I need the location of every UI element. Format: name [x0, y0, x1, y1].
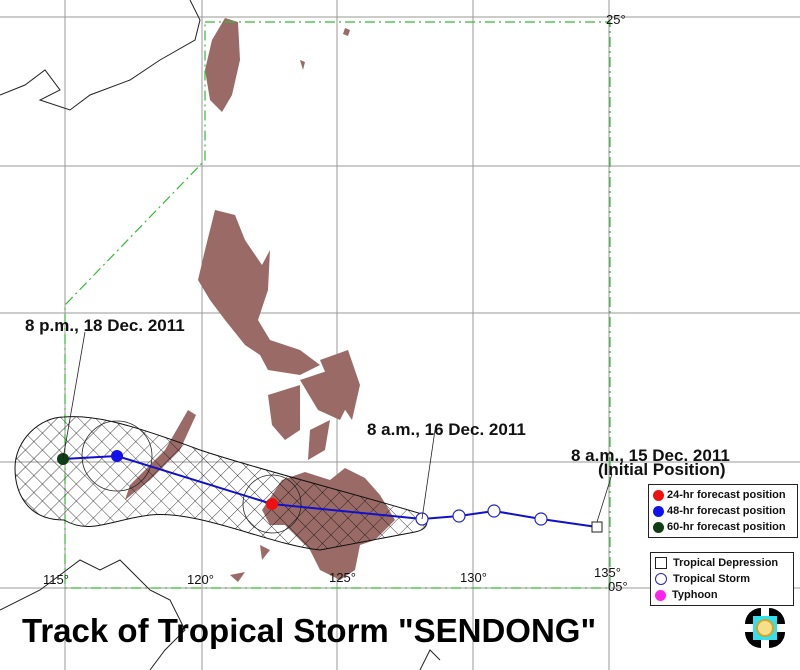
forecast-cone [14, 416, 428, 551]
dec16-label: 8 a.m., 16 Dec. 2011 [367, 420, 526, 439]
legend-48hr: 48-hr forecast position [653, 503, 793, 519]
initial-position-label: 8 a.m., 15 Dec. 2011 [571, 446, 730, 465]
legend-td: Tropical Depression [655, 555, 789, 571]
lon-label-120: 120° [187, 572, 214, 587]
map-title: Track of Tropical Storm "SENDONG" [22, 612, 597, 649]
red-dot-icon [653, 489, 664, 501]
lat-label-05: 05° [608, 579, 628, 594]
legend-ts: Tropical Storm [655, 571, 789, 587]
legend-label: Tropical Depression [673, 557, 779, 569]
square-icon [655, 557, 667, 569]
lon-label-125: 125° [329, 570, 356, 585]
lon-label-115: 115° [43, 572, 69, 587]
track-points [415, 504, 548, 526]
legend-ty: Typhoon [655, 587, 789, 603]
legend-60hr: 60-hr forecast position [653, 519, 793, 535]
legend-label: Tropical Storm [673, 573, 751, 585]
legend-24hr: 24-hr forecast position [653, 487, 793, 503]
initial-position-note: (Initial Position) [598, 460, 726, 479]
magenta-dot-icon [655, 589, 666, 601]
forecast-legend: 24-hr forecast position 48-hr forecast p… [648, 484, 798, 538]
dec18-label: 8 p.m., 18 Dec. 2011 [25, 316, 185, 335]
blue-dot-icon [653, 505, 664, 517]
leader-lines [62, 331, 613, 523]
legend-label: 24-hr forecast position [667, 489, 786, 501]
green-dot-icon [653, 521, 664, 533]
forecast-48hr-marker [111, 450, 123, 462]
coastlines [0, 0, 441, 670]
storm-track-line [62, 454, 598, 528]
lat-label-25: 25° [606, 12, 626, 27]
open-circle-icon [655, 573, 667, 585]
pagasa-logo [745, 608, 785, 648]
legend-label: 60-hr forecast position [667, 521, 786, 533]
forecast-24hr-marker [266, 498, 278, 510]
initial-position-marker [591, 521, 603, 533]
lon-label-135: 135° [594, 565, 621, 580]
legend-label: 48-hr forecast position [667, 505, 786, 517]
par-boundary [64, 21, 611, 589]
category-legend: Tropical Depression Tropical Storm Typho… [650, 552, 794, 606]
lon-label-130: 130° [460, 570, 487, 585]
legend-label: Typhoon [672, 589, 718, 601]
